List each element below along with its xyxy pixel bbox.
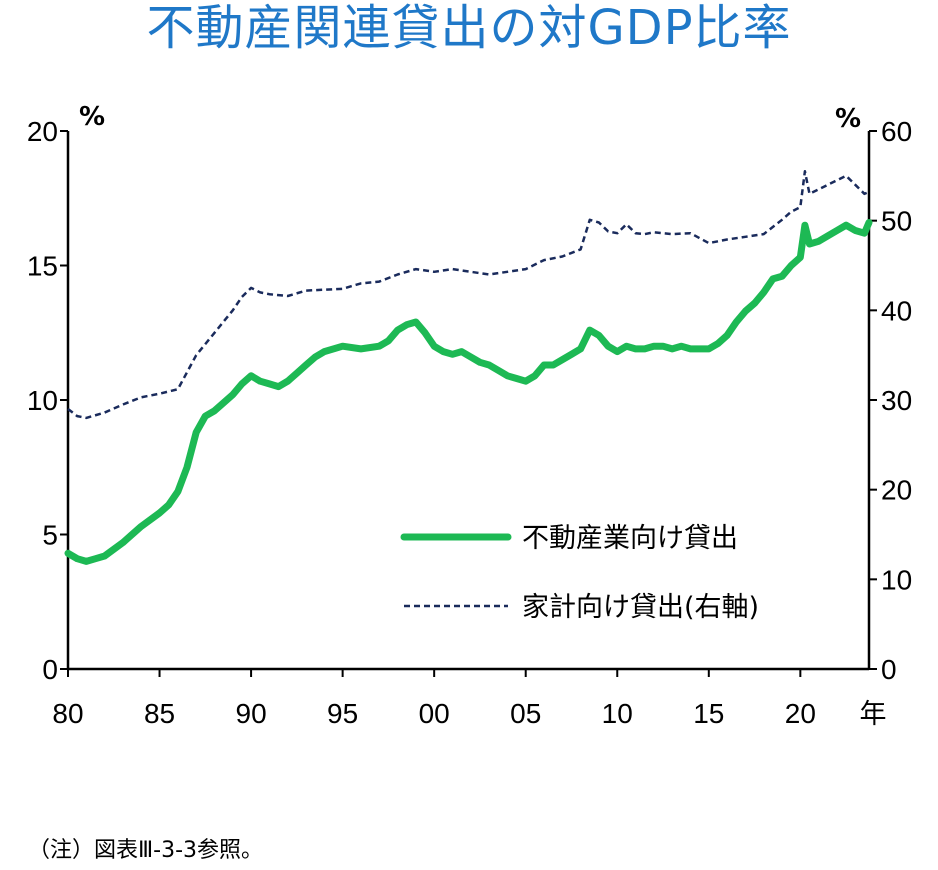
right-tick-label: 30 — [881, 385, 912, 416]
footnote: （注）図表Ⅲ-3-3参照。 — [28, 838, 264, 863]
x-tick-label: 80 — [52, 698, 83, 729]
legend-label: 家計向け貸出(右軸) — [522, 592, 759, 623]
x-tick-label: 20 — [785, 698, 816, 729]
x-tick-label: 15 — [693, 698, 724, 729]
x-tick-label: 85 — [144, 698, 175, 729]
left-tick-label: 0 — [42, 654, 58, 685]
series-layer — [64, 170, 873, 565]
right-axis-unit: % — [835, 104, 861, 134]
right-tick-label: 10 — [881, 564, 912, 595]
chart-title: 不動産関連貸出の対GDP比率 — [146, 0, 792, 56]
x-tick-label: 10 — [602, 698, 633, 729]
x-tick-label: 95 — [327, 698, 358, 729]
x-tick-label: 90 — [236, 698, 267, 729]
real-estate-loans-line — [64, 219, 873, 565]
right-tick-label: 60 — [881, 116, 912, 147]
left-tick-label: 15 — [27, 251, 58, 282]
legend-label: 不動産業向け貸出 — [522, 523, 738, 554]
left-tick-label: 5 — [42, 520, 58, 551]
right-tick-label: 0 — [881, 654, 897, 685]
x-axis-unit: 年 — [860, 699, 887, 730]
left-tick-label: 10 — [27, 385, 58, 416]
left-tick-label: 20 — [27, 116, 58, 147]
household-loans-line — [67, 170, 870, 420]
x-tick-label: 00 — [419, 698, 450, 729]
right-tick-label: 40 — [881, 295, 912, 326]
x-tick-label: 05 — [510, 698, 541, 729]
right-tick-label: 20 — [881, 475, 912, 506]
right-tick-label: 50 — [881, 206, 912, 237]
left-axis-unit: % — [79, 102, 105, 132]
